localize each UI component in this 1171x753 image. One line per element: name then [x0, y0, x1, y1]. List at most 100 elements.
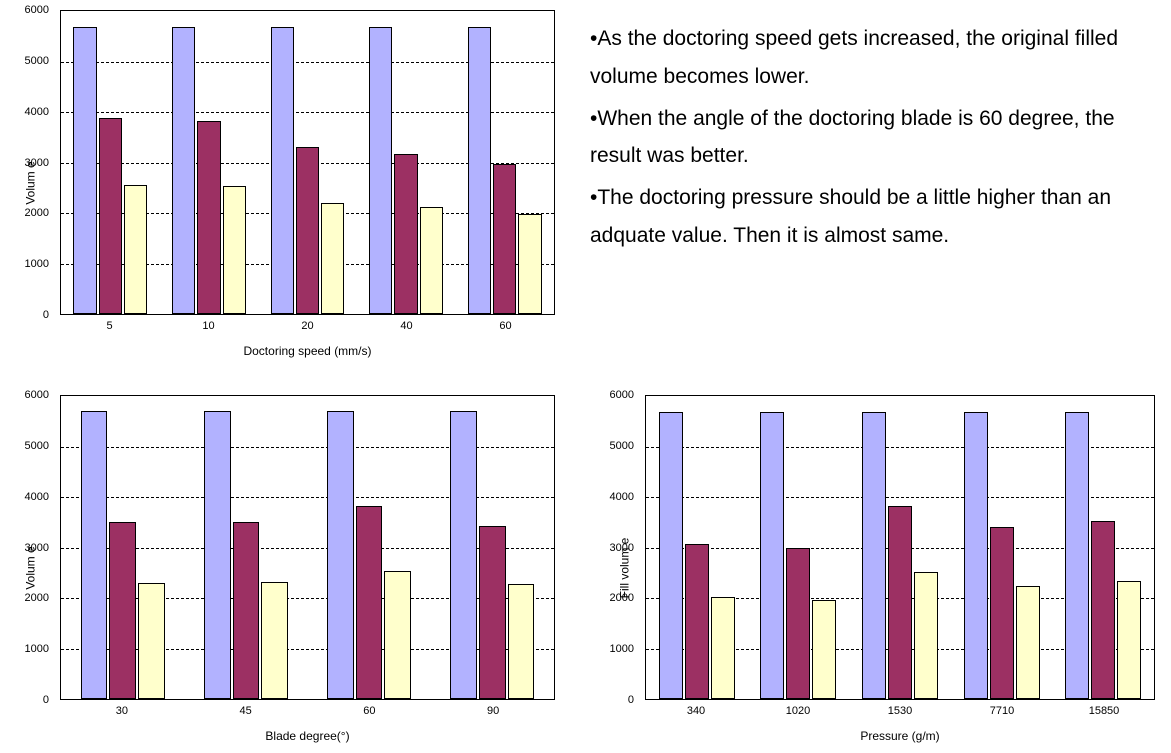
bullet-1: •As the doctoring speed gets increased, … — [590, 20, 1160, 96]
bullet-3: •The doctoring pressure should be a litt… — [590, 179, 1160, 255]
bar — [271, 27, 294, 314]
x-tick-label: 340 — [687, 705, 705, 717]
bar — [296, 147, 319, 314]
bar — [223, 186, 246, 314]
x-tick-label: 40 — [400, 320, 412, 332]
y-tick-label: 0 — [43, 309, 49, 321]
bar-group — [760, 396, 836, 699]
bar — [711, 597, 735, 699]
chart2-yticks: 0100020003000400050006000 — [5, 395, 55, 700]
bar-group — [271, 11, 345, 314]
bullet-text-block: •As the doctoring speed gets increased, … — [590, 20, 1160, 259]
x-tick-label: 60 — [499, 320, 511, 332]
bar — [812, 600, 836, 699]
bar — [197, 121, 220, 314]
bar-group — [327, 396, 411, 699]
chart1-xticks: 510204060 — [60, 320, 555, 338]
x-tick-label: 90 — [487, 705, 499, 717]
chart-blade-degree: Volum e 0100020003000400050006000 304560… — [5, 390, 565, 745]
bar — [369, 27, 392, 314]
bar — [760, 412, 784, 699]
chart2-bars — [61, 396, 554, 699]
bar — [786, 548, 810, 700]
bar-group — [450, 396, 534, 699]
bar — [1091, 521, 1115, 699]
bar — [1065, 412, 1089, 699]
chart-pressure: Fill volum e 0100020003000400050006000 3… — [590, 390, 1165, 745]
bar-group — [1065, 396, 1141, 699]
chart2-xticks: 30 45 60 90 — [60, 705, 555, 723]
x-tick-label: 1530 — [888, 705, 912, 717]
y-tick-label: 1000 — [25, 258, 49, 270]
chart1-xlabel: Doctoring speed (mm/s) — [60, 344, 555, 358]
chart1-bars — [61, 11, 554, 314]
bar — [109, 522, 136, 699]
chart3-xticks: 34010201530771015850 — [645, 705, 1155, 723]
x-tick-label: 15850 — [1089, 705, 1120, 717]
bar — [172, 27, 195, 314]
bar — [450, 411, 477, 699]
y-tick-label: 0 — [628, 694, 634, 706]
y-tick-label: 2000 — [610, 592, 634, 604]
bar — [1016, 586, 1040, 699]
x-tick-label: 60 — [363, 705, 375, 717]
bar — [204, 411, 231, 699]
bar — [862, 412, 886, 699]
chart1-yticks: 0100020003000400050006000 — [5, 10, 55, 315]
y-tick-label: 3000 — [610, 542, 634, 554]
y-tick-label: 3000 — [25, 157, 49, 169]
bar — [964, 412, 988, 699]
chart1-plot-area — [60, 10, 555, 315]
page-layout: •As the doctoring speed gets increased, … — [0, 0, 1171, 753]
bar-group — [73, 11, 147, 314]
chart3-bars — [646, 396, 1154, 699]
bullet-2: •When the angle of the doctoring blade i… — [590, 100, 1160, 176]
y-tick-label: 4000 — [610, 491, 634, 503]
y-tick-label: 2000 — [25, 592, 49, 604]
chart2-plot-area — [60, 395, 555, 700]
x-tick-label: 45 — [240, 705, 252, 717]
y-tick-label: 5000 — [25, 440, 49, 452]
x-tick-label: 1020 — [786, 705, 810, 717]
bar — [356, 506, 383, 699]
bar-group — [964, 396, 1040, 699]
bar — [479, 526, 506, 699]
bar-group — [204, 396, 288, 699]
x-tick-label: 30 — [116, 705, 128, 717]
bar — [990, 527, 1014, 699]
bar-group — [172, 11, 246, 314]
bar — [888, 506, 912, 699]
bar — [468, 27, 491, 314]
y-tick-label: 5000 — [610, 440, 634, 452]
bar — [493, 164, 516, 314]
bar — [384, 571, 411, 699]
y-tick-label: 5000 — [25, 55, 49, 67]
bar-group — [862, 396, 938, 699]
bar — [321, 203, 344, 314]
y-tick-label: 6000 — [25, 389, 49, 401]
y-tick-label: 4000 — [25, 106, 49, 118]
chart3-yticks: 0100020003000400050006000 — [590, 395, 640, 700]
y-tick-label: 6000 — [610, 389, 634, 401]
x-tick-label: 5 — [106, 320, 112, 332]
bar — [99, 118, 122, 314]
chart3-plot-area — [645, 395, 1155, 700]
y-tick-label: 2000 — [25, 207, 49, 219]
chart2-xlabel: Blade degree(°) — [60, 729, 555, 743]
bar — [914, 572, 938, 699]
bar — [73, 27, 96, 314]
bar — [261, 582, 288, 699]
bar — [685, 544, 709, 699]
bar-group — [659, 396, 735, 699]
bar — [518, 214, 541, 314]
bar — [138, 583, 165, 699]
bar — [1117, 581, 1141, 699]
bar-group — [369, 11, 443, 314]
bar — [508, 584, 535, 699]
x-tick-label: 10 — [202, 320, 214, 332]
bar — [233, 522, 260, 699]
bar — [394, 154, 417, 314]
bar — [659, 412, 683, 699]
y-tick-label: 6000 — [25, 4, 49, 16]
y-tick-label: 0 — [43, 694, 49, 706]
